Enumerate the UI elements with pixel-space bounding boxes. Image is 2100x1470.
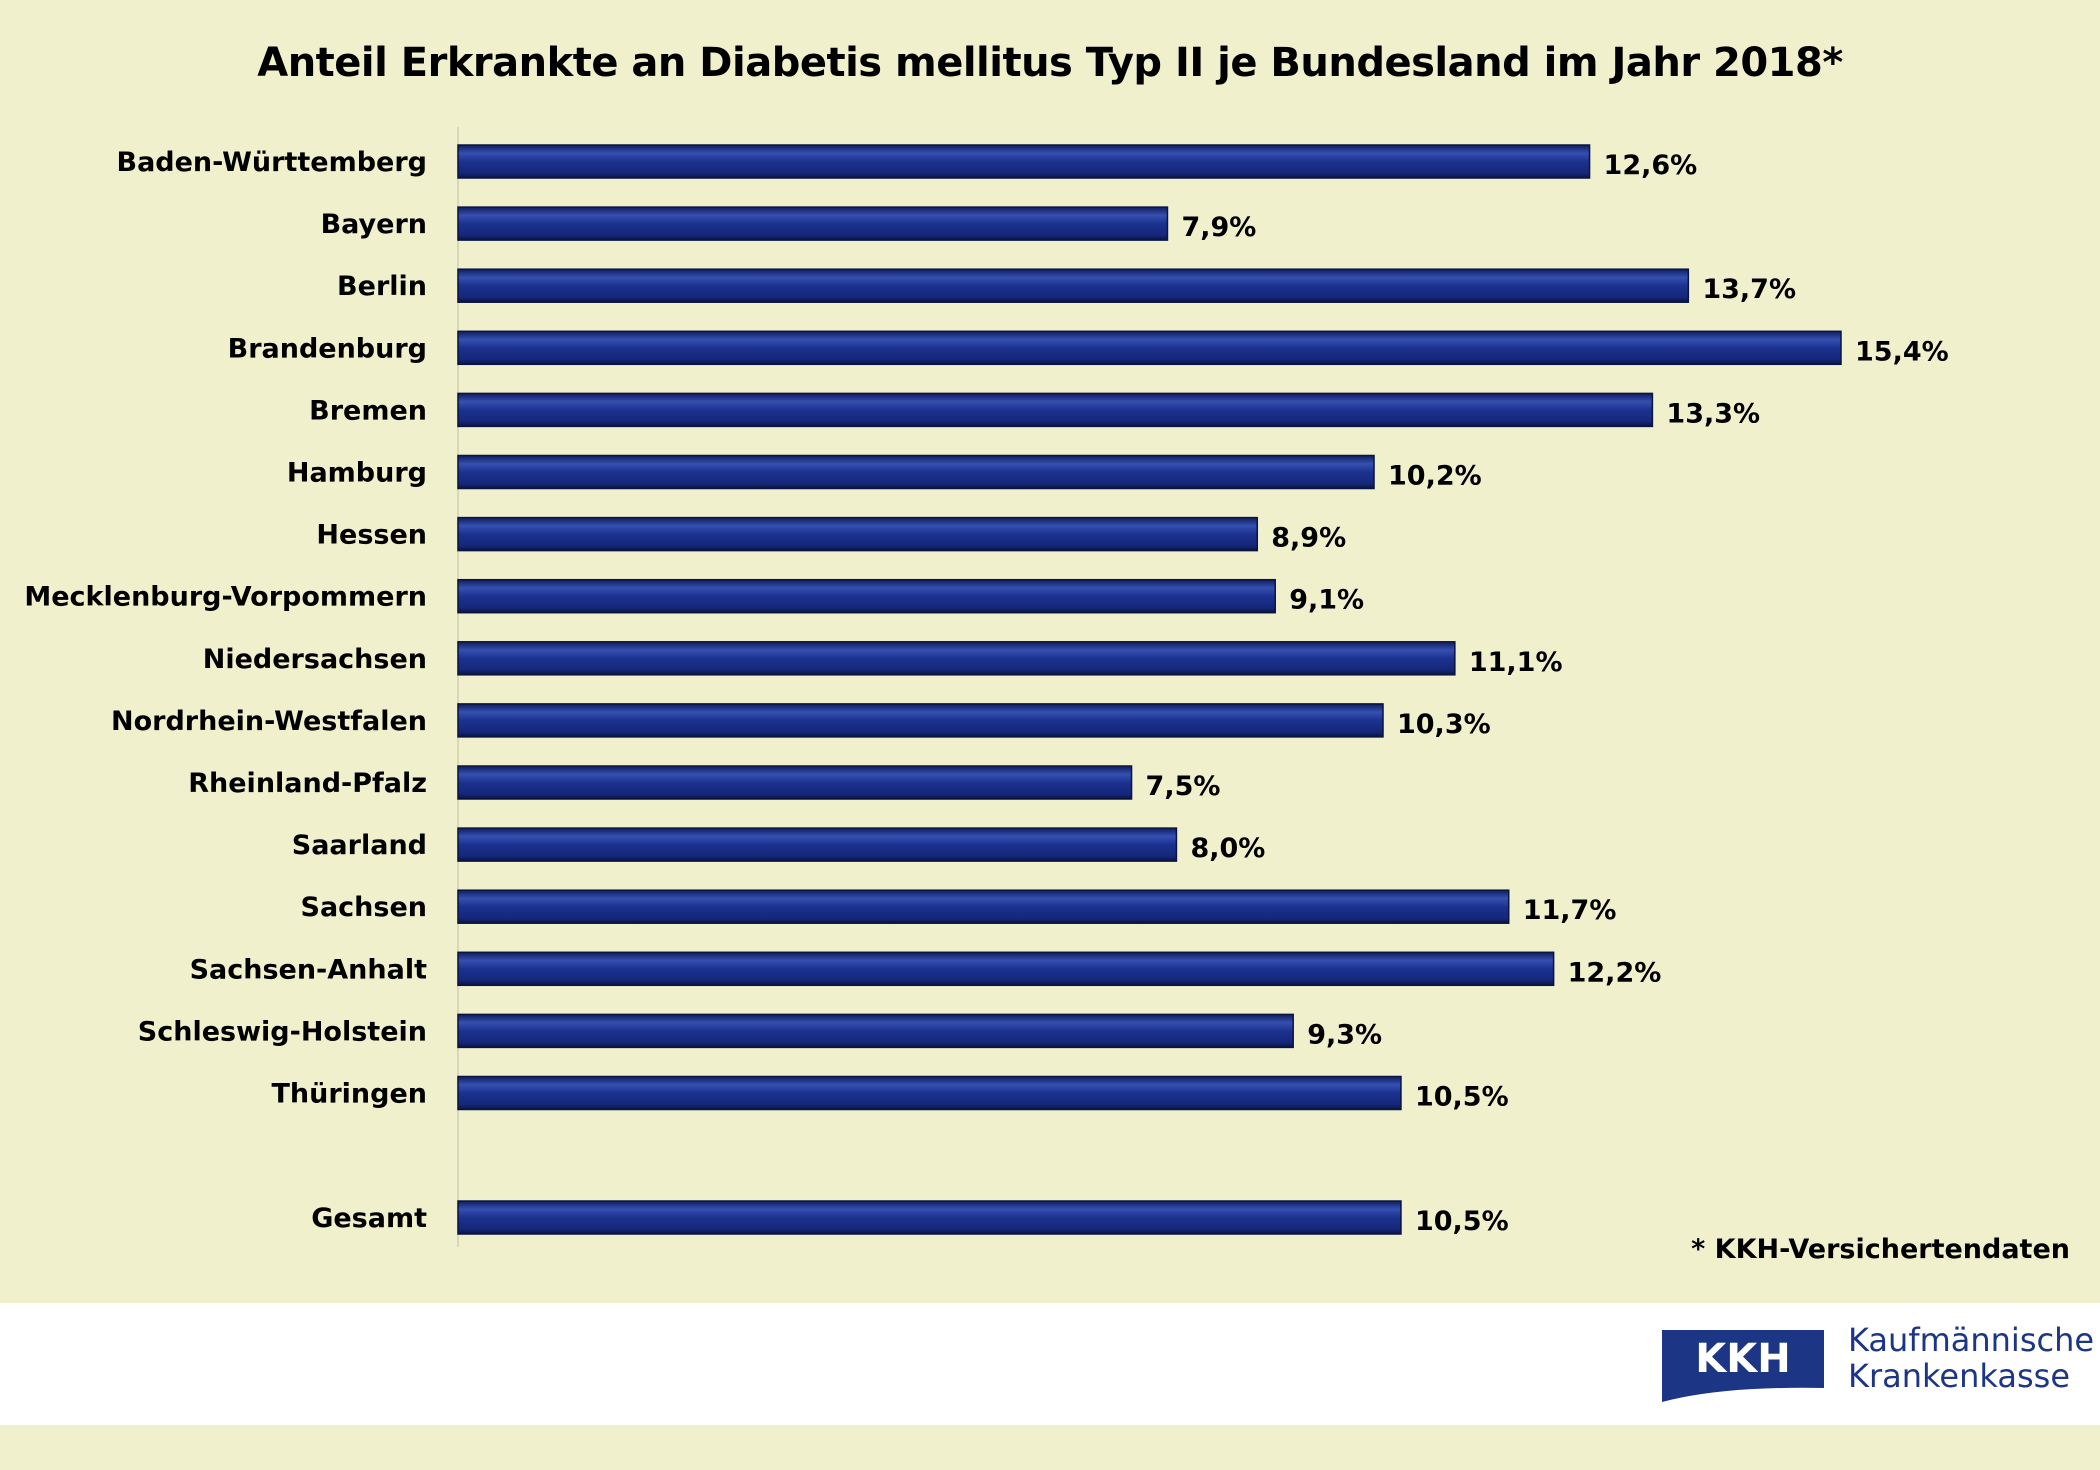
data-label: 10,5% [1415, 1082, 1509, 1113]
bar-baden-württemberg [457, 144, 1591, 179]
logo-line-1: Kaufmännische [1848, 1321, 2095, 1359]
category-label: Gesamt [311, 1203, 427, 1234]
category-label: Baden-Württemberg [116, 147, 427, 178]
bar-thüringen [457, 1075, 1402, 1111]
category-label: Hamburg [287, 458, 427, 489]
data-label: 7,9% [1181, 212, 1256, 243]
bar-rheinland-pfalz [457, 765, 1133, 800]
data-label: 10,2% [1388, 461, 1482, 492]
data-label: 7,5% [1146, 771, 1221, 802]
bar-brandenburg [457, 330, 1842, 366]
bar-chart: Baden-Württemberg 12,6% Bayern 7,9% Berlin 13… [24, 127, 1949, 1247]
category-label: Saarland [292, 830, 427, 861]
bar-mecklenburg-vorpommern [457, 578, 1276, 614]
bar-bremen [457, 392, 1654, 428]
category-label: Brandenburg [228, 333, 427, 364]
category-label: Mecklenburg-Vorpommern [24, 582, 427, 613]
bar-hessen [457, 516, 1259, 552]
category-label: Nordrhein-Westfalen [111, 706, 427, 737]
logo-line-2: Krankenkasse [1848, 1357, 2070, 1395]
chart-title: Anteil Erkrankte an Diabetis mellitus Ty… [257, 40, 1843, 86]
category-label: Berlin [337, 271, 427, 302]
category-label: Hessen [316, 520, 427, 551]
category-label: Bayern [321, 209, 427, 240]
category-label: Schleswig-Holstein [138, 1016, 427, 1047]
data-label: 15,4% [1855, 336, 1949, 367]
bar-nordrhein-westfalen [457, 703, 1384, 738]
data-label: 13,3% [1666, 398, 1760, 429]
bar-sachsen [457, 889, 1510, 924]
logo-text: Kaufmännische Krankenkasse [1848, 1322, 2094, 1394]
bar-berlin [457, 268, 1690, 303]
bar-saarland [457, 827, 1178, 862]
data-label: 13,7% [1702, 274, 1796, 305]
category-label: Bremen [309, 395, 427, 426]
bar-niedersachsen [457, 641, 1456, 676]
bar-hamburg [457, 454, 1375, 490]
data-label: 11,1% [1469, 647, 1563, 678]
svg-text:KKH: KKH [1695, 1336, 1790, 1382]
data-label: 9,3% [1307, 1019, 1382, 1050]
bar-gesamt [457, 1200, 1402, 1235]
category-label: Niedersachsen [203, 644, 427, 675]
data-label: 12,6% [1604, 150, 1698, 181]
data-label: 8,0% [1190, 833, 1265, 864]
data-label: 12,2% [1568, 957, 1662, 988]
data-label: 8,9% [1271, 523, 1346, 554]
bar-bayern [457, 206, 1169, 241]
category-label: Thüringen [271, 1079, 427, 1110]
kkh-logo: KKH [1662, 1330, 1824, 1402]
footnote: * KKH-Versichertendaten [1691, 1234, 2070, 1265]
category-label: Rheinland-Pfalz [188, 768, 427, 799]
bar-sachsen-anhalt [457, 951, 1555, 987]
category-label: Sachsen-Anhalt [190, 954, 428, 985]
data-label: 10,5% [1415, 1206, 1509, 1237]
data-label: 10,3% [1397, 709, 1491, 740]
data-label: 11,7% [1523, 895, 1617, 926]
category-label: Sachsen [301, 892, 428, 923]
bar-schleswig-holstein [457, 1013, 1294, 1049]
data-label: 9,1% [1289, 585, 1364, 616]
